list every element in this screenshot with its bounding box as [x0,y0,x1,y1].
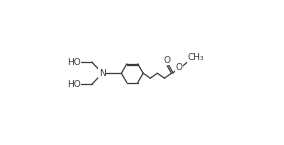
Text: O: O [164,56,171,65]
Text: HO: HO [67,80,80,89]
Text: O: O [176,63,183,72]
Text: N: N [99,69,106,78]
Text: CH₃: CH₃ [187,53,204,62]
Text: HO: HO [67,58,80,67]
